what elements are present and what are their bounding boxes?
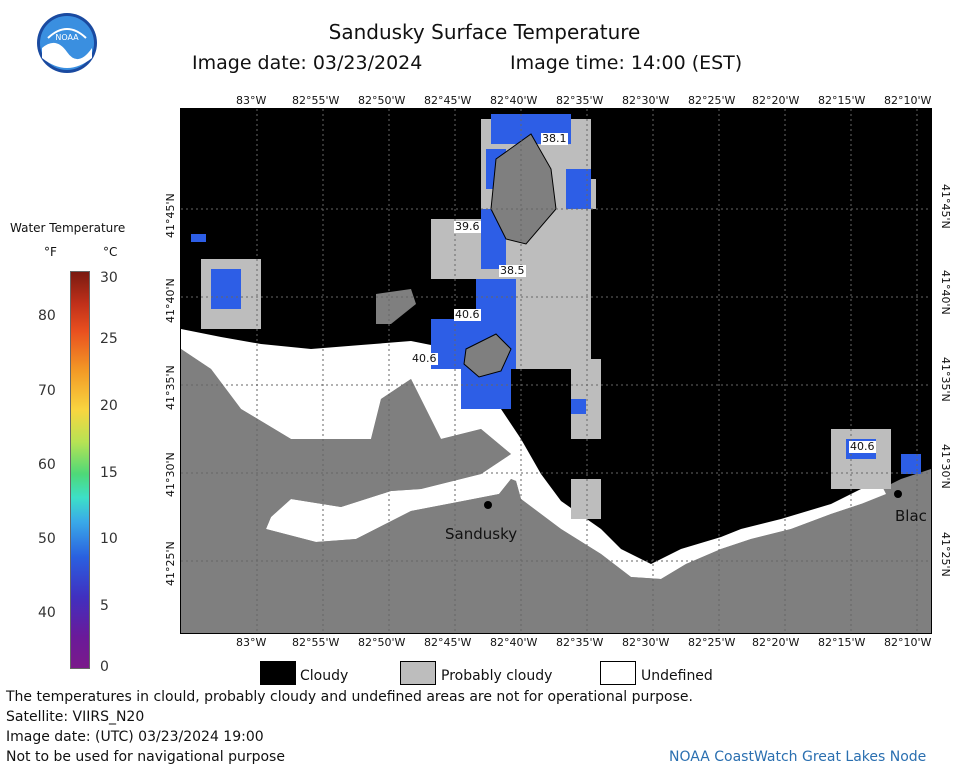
f-tick-70: 70 (38, 383, 56, 399)
lon-bottom-label: 83°W (236, 636, 267, 649)
temp-label: 40.6 (454, 308, 481, 321)
lat-left-label: 41°25'N (164, 541, 177, 586)
lon-bottom-label: 82°25'W (688, 636, 736, 649)
f-tick-60: 60 (38, 457, 56, 473)
lon-bottom-label: 82°35'W (556, 636, 604, 649)
image-date: Image date: 03/23/2024 (192, 52, 423, 74)
footer-note: The temperatures in clould, probably clo… (6, 689, 693, 705)
place-label-sandusky: Sandusky (445, 525, 518, 543)
lon-bottom-label: 82°50'W (358, 636, 406, 649)
lat-right-label: 41°40'N (939, 270, 952, 315)
lon-top-label: 82°15'W (818, 94, 866, 107)
lon-top-label: 82°55'W (292, 94, 340, 107)
temp-label: 38.1 (541, 132, 568, 145)
lon-top-label: 82°20'W (752, 94, 800, 107)
lon-bottom-label: 82°30'W (622, 636, 670, 649)
temp-label: 40.6 (411, 352, 438, 365)
place-label-blac: Blac (895, 507, 927, 525)
lat-left-label: 41°35'N (164, 365, 177, 410)
f-tick-80: 80 (38, 308, 56, 324)
temp-label: 38.5 (499, 264, 526, 277)
lon-bottom-label: 82°20'W (752, 636, 800, 649)
footer-node-link: NOAA CoastWatch Great Lakes Node (669, 749, 927, 765)
land-area (181, 349, 931, 633)
legend-unit-c: °C (103, 245, 118, 259)
blac-marker (894, 490, 902, 498)
lon-bottom-label: 82°55'W (292, 636, 340, 649)
svg-text:NOAA: NOAA (55, 33, 79, 42)
key-cloudy-label: Cloudy (300, 668, 349, 684)
legend-title: Water Temperature (10, 221, 126, 235)
lon-bottom-label: 82°15'W (818, 636, 866, 649)
island (463, 333, 512, 378)
c-tick-30: 30 (100, 270, 118, 286)
key-probably-cloudy-label: Probably cloudy (441, 668, 553, 684)
lat-right-label: 41°25'N (939, 532, 952, 577)
lon-top-label: 82°50'W (358, 94, 406, 107)
key-undefined-label: Undefined (641, 668, 713, 684)
footer-utc-date: Image date: (UTC) 03/23/2024 19:00 (6, 729, 264, 745)
map-panel: 38.1 39.6 38.5 40.6 40.6 40.6 Sandusky B… (180, 108, 932, 634)
lat-right-label: 41°30'N (939, 444, 952, 489)
sandusky-marker (484, 501, 492, 509)
c-tick-20: 20 (100, 398, 118, 414)
c-tick-15: 15 (100, 465, 118, 481)
lon-bottom-label: 82°45'W (424, 636, 472, 649)
c-tick-25: 25 (100, 331, 118, 347)
lon-top-label: 82°10'W (884, 94, 932, 107)
key-undefined-swatch (600, 661, 636, 685)
footer-satellite: Satellite: VIIRS_N20 (6, 709, 145, 725)
lon-top-label: 83°W (236, 94, 267, 107)
lon-top-label: 82°30'W (622, 94, 670, 107)
lat-right-label: 41°35'N (939, 357, 952, 402)
footer-nav-warning: Not to be used for navigational purpose (6, 749, 285, 765)
image-time: Image time: 14:00 (EST) (510, 52, 743, 74)
lon-top-label: 82°25'W (688, 94, 736, 107)
noaa-logo: NOAA (36, 12, 98, 74)
lon-bottom-label: 82°10'W (884, 636, 932, 649)
key-cloudy-swatch (260, 661, 296, 685)
temp-label: 40.6 (849, 440, 876, 453)
lat-left-label: 41°45'N (164, 193, 177, 238)
lat-left-label: 41°30'N (164, 452, 177, 497)
lon-top-label: 82°45'W (424, 94, 472, 107)
lon-top-label: 82°40'W (490, 94, 538, 107)
lon-bottom-label: 82°40'W (490, 636, 538, 649)
c-tick-5: 5 (100, 598, 109, 614)
map-svg (181, 109, 931, 633)
graticule (181, 109, 931, 633)
island (490, 133, 557, 245)
temp-label: 39.6 (454, 220, 481, 233)
lon-top-label: 82°35'W (556, 94, 604, 107)
undefined-area (181, 329, 886, 579)
c-tick-0: 0 (100, 659, 109, 675)
lat-right-label: 41°45'N (939, 184, 952, 229)
f-tick-40: 40 (38, 605, 56, 621)
f-tick-50: 50 (38, 531, 56, 547)
lat-left-label: 41°40'N (164, 278, 177, 323)
island (376, 289, 416, 324)
temperature-colorbar (70, 271, 90, 669)
key-probably-cloudy-swatch (400, 661, 436, 685)
legend-unit-f: °F (44, 245, 57, 259)
c-tick-10: 10 (100, 531, 118, 547)
page-title: Sandusky Surface Temperature (328, 20, 641, 44)
